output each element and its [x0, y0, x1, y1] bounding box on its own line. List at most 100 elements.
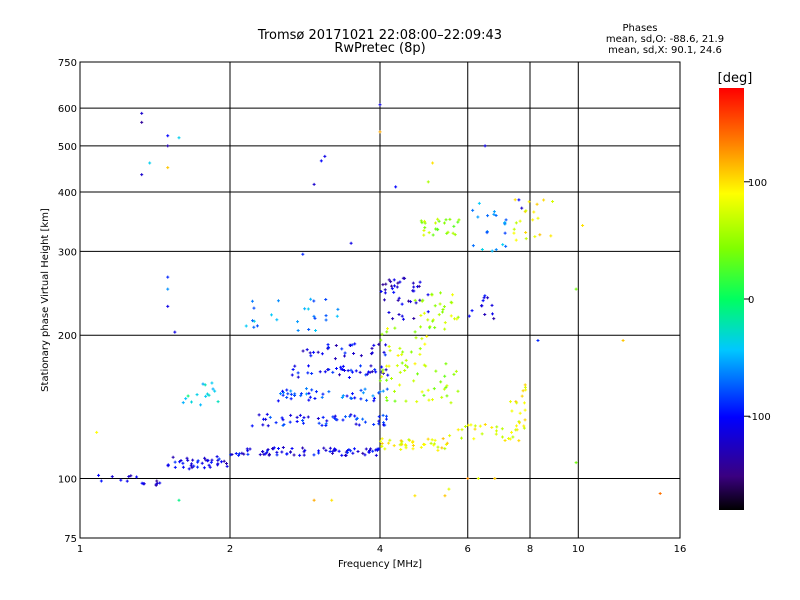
- data-point: [437, 219, 441, 223]
- data-point: [407, 438, 411, 442]
- data-point: [504, 244, 508, 248]
- data-point: [211, 387, 215, 391]
- data-point: [185, 456, 189, 460]
- data-point: [520, 206, 524, 210]
- data-point: [385, 399, 389, 403]
- data-point: [290, 373, 294, 377]
- data-point: [380, 445, 384, 449]
- data-point: [380, 365, 384, 369]
- data-point: [265, 451, 269, 455]
- data-point: [381, 370, 385, 374]
- data-point: [431, 233, 435, 237]
- data-point: [234, 452, 238, 456]
- data-point: [292, 453, 296, 457]
- data-point: [426, 437, 430, 441]
- data-point: [436, 448, 440, 452]
- data-point: [449, 300, 453, 304]
- data-point: [307, 391, 311, 395]
- plot-frame: [79, 61, 681, 539]
- data-point: [296, 320, 300, 324]
- data-point: [383, 291, 387, 295]
- data-point: [350, 343, 354, 347]
- data-point: [349, 396, 353, 400]
- data-point: [492, 210, 496, 214]
- data-point: [135, 475, 139, 479]
- colorbar-tick-label: 0: [748, 295, 754, 306]
- data-point: [423, 226, 427, 230]
- data-point: [374, 453, 378, 457]
- data-point: [267, 452, 271, 456]
- data-point: [521, 389, 525, 393]
- data-point: [483, 294, 487, 298]
- data-point: [322, 446, 326, 450]
- data-point: [303, 307, 307, 311]
- data-point: [398, 280, 402, 284]
- data-point: [378, 390, 382, 394]
- data-point: [490, 312, 494, 316]
- data-point: [302, 453, 306, 457]
- data-point: [324, 423, 328, 427]
- data-point: [171, 455, 175, 459]
- data-point: [527, 200, 531, 204]
- data-point: [621, 338, 625, 342]
- data-point: [225, 464, 229, 468]
- data-point: [412, 285, 416, 289]
- data-point: [533, 235, 537, 239]
- grid-layer: [80, 62, 680, 538]
- data-point: [173, 330, 177, 334]
- x-tick-label: 4: [377, 544, 383, 555]
- data-point: [201, 382, 205, 386]
- data-point: [453, 317, 457, 321]
- data-point: [549, 234, 553, 238]
- data-point: [378, 130, 382, 134]
- data-point: [398, 383, 402, 387]
- data-point: [301, 421, 305, 425]
- data-point: [317, 421, 321, 425]
- data-point: [456, 315, 460, 319]
- data-point: [155, 479, 159, 483]
- data-point: [264, 417, 268, 421]
- data-point: [401, 350, 405, 354]
- data-point: [380, 437, 384, 441]
- data-point: [444, 385, 448, 389]
- data-point: [359, 388, 363, 392]
- data-point: [365, 372, 369, 376]
- data-point: [331, 449, 335, 453]
- data-point: [503, 220, 507, 224]
- data-point: [372, 343, 376, 347]
- data-point: [310, 372, 314, 376]
- data-point: [248, 447, 252, 451]
- data-point: [398, 346, 402, 350]
- data-point: [377, 419, 381, 423]
- data-point: [428, 326, 432, 330]
- data-point: [482, 296, 486, 300]
- data-point: [439, 380, 443, 384]
- data-point: [390, 377, 394, 381]
- data-point: [384, 414, 388, 418]
- data-point: [312, 498, 316, 502]
- data-point: [430, 398, 434, 402]
- data-point: [288, 420, 292, 424]
- data-point: [293, 364, 297, 368]
- data-point: [418, 298, 422, 302]
- data-point: [385, 330, 389, 334]
- data-point: [265, 412, 269, 416]
- data-point: [203, 383, 207, 387]
- data-point: [400, 302, 404, 306]
- data-point: [443, 321, 447, 325]
- data-point: [454, 369, 458, 373]
- data-point: [286, 392, 290, 396]
- data-point: [257, 413, 261, 417]
- data-point: [324, 297, 328, 301]
- data-point: [388, 349, 392, 353]
- data-point: [449, 401, 453, 405]
- data-point: [367, 450, 371, 454]
- data-point: [433, 304, 437, 308]
- data-point: [384, 396, 388, 400]
- data-point: [195, 393, 199, 397]
- data-point: [313, 316, 317, 320]
- colorbar-label: [deg]: [718, 71, 753, 86]
- stats-line-o: mean, sd,O: -88.6, 21.9: [606, 34, 724, 45]
- data-point: [312, 453, 316, 457]
- data-point: [448, 434, 452, 438]
